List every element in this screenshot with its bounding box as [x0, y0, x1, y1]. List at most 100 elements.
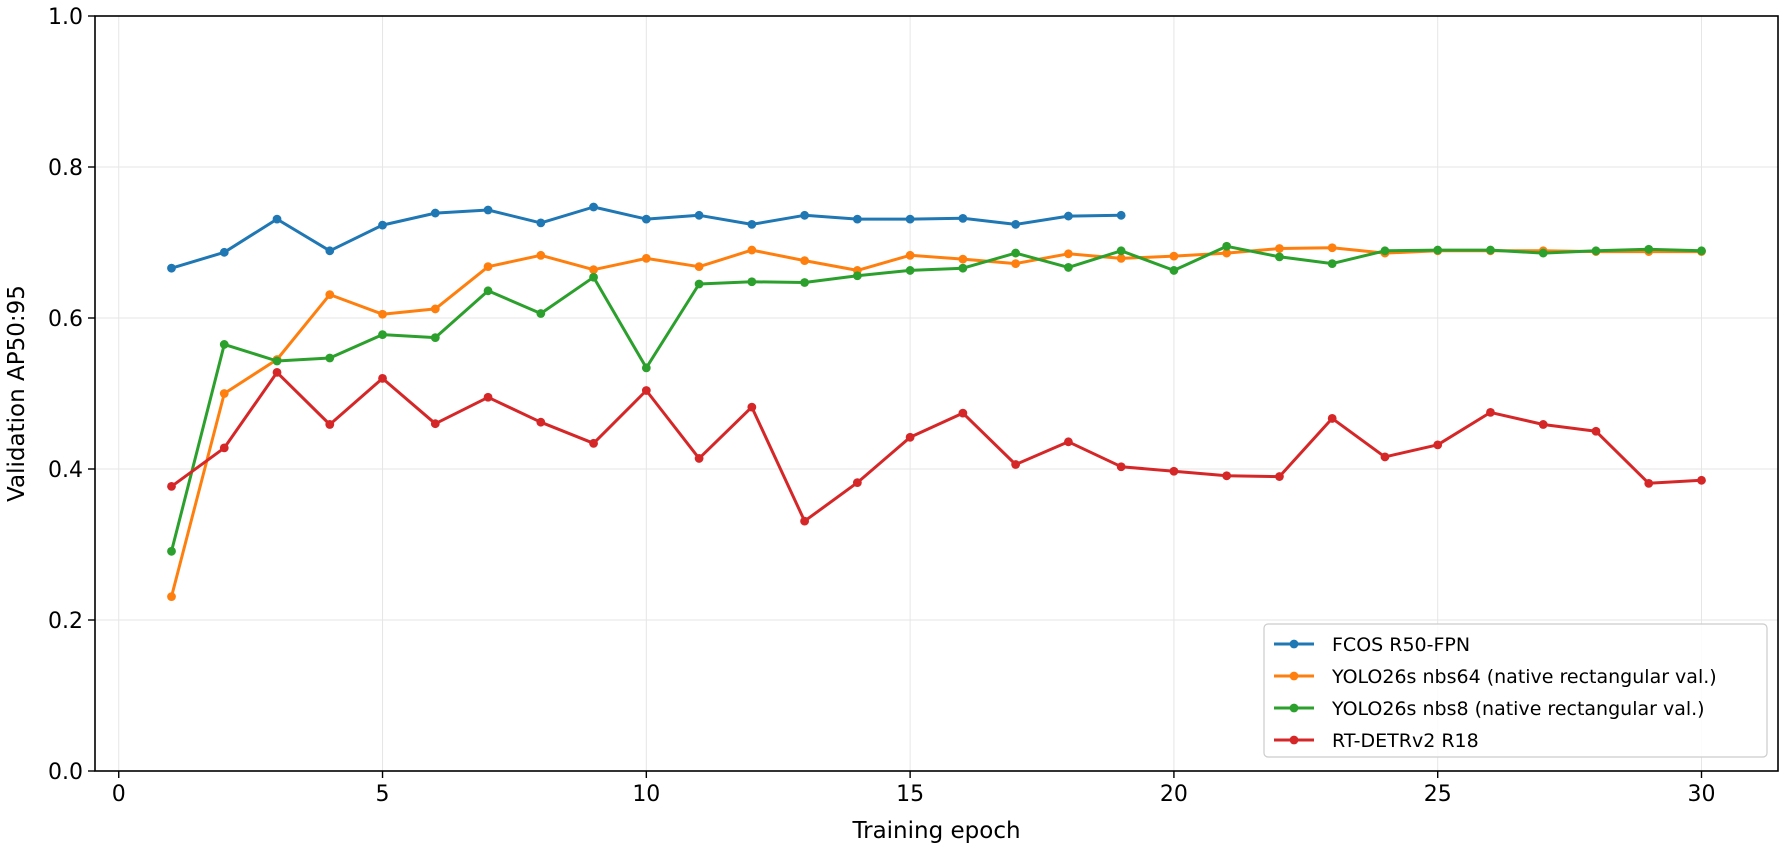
data-point	[905, 266, 915, 275]
data-point	[1063, 437, 1073, 447]
data-point	[852, 214, 862, 224]
legend-box	[1263, 623, 1768, 758]
data-point	[694, 262, 704, 272]
data-point	[694, 210, 704, 220]
data-point	[1591, 426, 1601, 436]
x-tick-label: 30	[1688, 782, 1716, 807]
data-point	[167, 592, 176, 601]
legend-label: FCOS R50-FPN	[1332, 634, 1470, 656]
data-point	[1644, 478, 1654, 488]
data-point	[1116, 210, 1126, 220]
data-point	[958, 254, 968, 264]
x-tick-label: 25	[1424, 782, 1452, 807]
data-point	[852, 478, 862, 487]
data-point	[1486, 245, 1495, 255]
data-point	[1169, 466, 1179, 476]
legend-label: YOLO26s nbs64 (native rectangular val.)	[1331, 666, 1717, 688]
x-tick-label: 0	[112, 782, 126, 807]
data-point	[1116, 462, 1126, 472]
series-line	[170, 370, 1702, 523]
data-point	[219, 247, 229, 257]
data-point	[167, 263, 176, 273]
legend-item: FCOS R50-FPN	[1274, 634, 1470, 656]
data-point	[536, 250, 546, 260]
data-point	[1538, 420, 1548, 429]
legend-marker	[1289, 703, 1299, 713]
data-point	[430, 304, 440, 314]
data-point	[747, 402, 757, 412]
data-point	[747, 277, 757, 287]
data-point	[1063, 263, 1073, 272]
data-point	[1433, 245, 1443, 255]
data-point	[272, 356, 282, 366]
data-point	[1063, 249, 1073, 259]
data-point	[483, 392, 493, 402]
legend-item: YOLO26s nbs64 (native rectangular val.)	[1274, 666, 1717, 688]
data-point	[1169, 266, 1179, 275]
data-point	[1591, 246, 1601, 256]
data-point	[1116, 246, 1126, 256]
data-point	[219, 340, 229, 349]
data-point	[958, 408, 968, 418]
data-point	[325, 246, 335, 256]
y-tick-label: 1.0	[48, 5, 83, 30]
axis-ticks: 0 5 10 15 20 25 30 0.0 0.2 0.4 0.6 0.8 1.0	[48, 5, 1716, 807]
series-layer	[167, 202, 1706, 601]
data-point	[1222, 241, 1232, 251]
data-point	[1011, 259, 1021, 269]
data-point	[800, 278, 810, 287]
data-point	[1222, 248, 1232, 258]
data-point	[483, 262, 493, 272]
data-point	[325, 290, 335, 299]
data-point	[694, 279, 704, 289]
data-point	[219, 443, 229, 453]
data-point	[378, 330, 387, 340]
x-tick-label: 20	[1160, 782, 1188, 807]
x-axis-label: Training epoch	[851, 818, 1020, 844]
legend-marker	[1289, 671, 1299, 681]
data-point	[589, 202, 598, 212]
data-point	[1697, 246, 1706, 256]
legend-marker	[1289, 639, 1299, 649]
data-point	[641, 386, 651, 395]
data-point	[1486, 407, 1495, 417]
data-point	[1275, 472, 1284, 481]
data-point	[1327, 243, 1337, 253]
y-tick-label: 0.2	[48, 609, 83, 634]
series-fcos-r50-fpn	[167, 202, 1126, 273]
data-point	[536, 218, 546, 228]
data-point	[378, 309, 387, 319]
data-point	[747, 219, 757, 229]
data-point	[1380, 452, 1390, 462]
data-point	[641, 253, 651, 263]
data-point	[430, 333, 440, 343]
legend-label: YOLO26s nbs8 (native rectangular val.)	[1331, 698, 1705, 720]
data-point	[1011, 460, 1021, 469]
data-point	[378, 374, 387, 383]
data-point	[589, 265, 598, 275]
data-point	[958, 213, 968, 223]
data-point	[167, 546, 176, 556]
data-point	[1222, 471, 1232, 481]
data-point	[589, 272, 598, 282]
data-point	[1380, 246, 1390, 256]
data-point	[1433, 440, 1443, 450]
data-point	[800, 516, 810, 526]
x-tick-label: 5	[376, 782, 390, 807]
data-point	[905, 432, 915, 442]
data-point	[1327, 414, 1337, 423]
data-point	[430, 419, 440, 429]
data-point	[272, 367, 282, 377]
data-point	[905, 214, 915, 224]
data-point	[1169, 251, 1179, 261]
data-point	[589, 438, 598, 448]
data-point	[1011, 248, 1021, 258]
data-point	[852, 271, 862, 281]
data-point	[536, 309, 546, 318]
data-point	[800, 256, 810, 266]
data-point	[272, 214, 282, 224]
data-point	[483, 286, 493, 296]
data-point	[219, 389, 229, 398]
x-tick-label: 10	[632, 782, 660, 807]
